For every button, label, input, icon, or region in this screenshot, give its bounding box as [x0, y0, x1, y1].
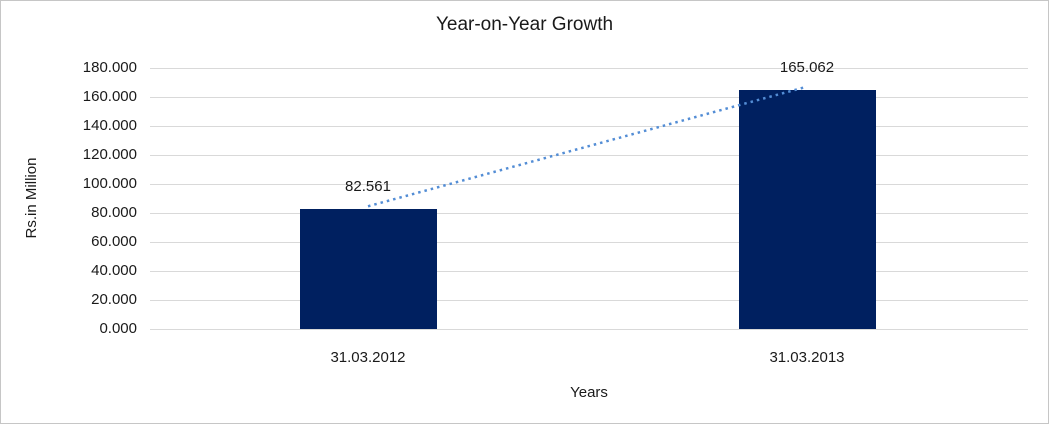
- bar-value-label: 165.062: [779, 58, 835, 76]
- y-axis-tick-label: 180.000: [82, 59, 137, 76]
- gridline: [150, 213, 1028, 214]
- gridline: [150, 329, 1028, 330]
- gridline: [150, 155, 1028, 156]
- y-axis-tick-label: 160.000: [82, 88, 137, 105]
- y-axis-tick-label: 120.000: [82, 146, 137, 163]
- y-axis-tick-label: 60.000: [91, 233, 137, 250]
- gridline: [150, 97, 1028, 98]
- x-category-label: 31.03.2013: [769, 349, 845, 366]
- y-axis-tick-label: 20.000: [91, 291, 137, 308]
- gridline: [150, 271, 1028, 272]
- y-axis-tick-label: 0.000: [99, 320, 137, 337]
- gridline: [150, 300, 1028, 301]
- gridline: [150, 68, 1028, 69]
- value-bar: [299, 209, 437, 329]
- x-axis-title: Years: [570, 384, 608, 401]
- chart-title: Year-on-Year Growth: [435, 14, 614, 35]
- y-axis-tick-label: 140.000: [82, 117, 137, 134]
- bar-value-label: 82.561: [345, 178, 391, 196]
- gridline: [150, 242, 1028, 243]
- gridline: [150, 184, 1028, 185]
- y-axis-tick-label: 80.000: [91, 204, 137, 221]
- x-category-label: 31.03.2012: [330, 349, 406, 366]
- y-axis-tick-label: 40.000: [91, 262, 137, 279]
- value-bar: [738, 89, 876, 329]
- gridline: [150, 126, 1028, 127]
- y-axis-tick-label: 100.000: [82, 175, 137, 192]
